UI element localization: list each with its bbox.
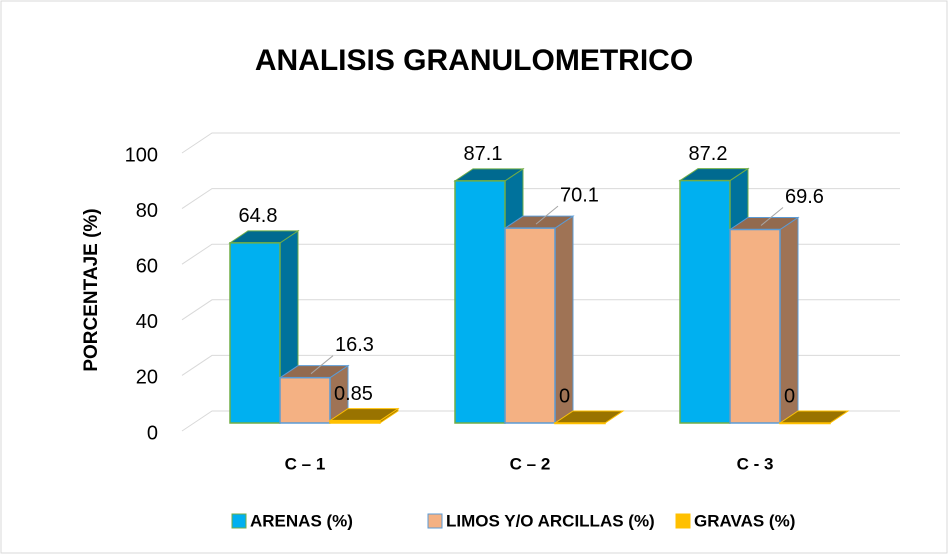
x-tick-label: C – 2 [510, 454, 551, 473]
grid-line [181, 132, 900, 154]
legend-label: GRAVAS (%) [694, 511, 795, 530]
legend-swatch [427, 513, 443, 529]
y-axis-label: PORCENTAJE (%) [81, 208, 102, 371]
data-label: 64.8 [239, 205, 278, 227]
legend-swatch [231, 513, 247, 529]
x-tick-label: C – 1 [285, 454, 326, 473]
grid-line [181, 410, 900, 432]
data-label: 0 [559, 385, 570, 407]
bar [329, 419, 381, 424]
data-label: 70.1 [560, 184, 599, 206]
y-tick-label: 100 [125, 144, 158, 166]
leader-line [760, 207, 784, 226]
leader-line [310, 355, 334, 375]
bar [779, 422, 831, 425]
grid-line [181, 299, 900, 321]
bar [454, 180, 506, 424]
y-tick-label: 40 [136, 311, 158, 333]
chart-title: ANALISIS GRANULOMETRICO [255, 44, 693, 77]
y-tick-label: 60 [136, 255, 158, 277]
grid-line [181, 188, 900, 210]
data-label: 0.85 [334, 383, 373, 405]
bar [504, 227, 556, 424]
data-label: 16.3 [335, 334, 374, 356]
bar [229, 242, 281, 424]
y-tick-label: 80 [136, 200, 158, 222]
data-label: 69.6 [785, 186, 824, 208]
data-label: 0 [784, 385, 795, 407]
grid-line [181, 354, 900, 376]
y-tick-label: 20 [136, 367, 158, 389]
data-label: 87.1 [464, 143, 503, 165]
y-tick-label: 0 [147, 422, 158, 444]
grid-line [181, 243, 900, 265]
data-label: 87.2 [689, 143, 728, 165]
x-tick-label: C - 3 [737, 454, 774, 473]
bar [729, 228, 781, 424]
bar [279, 376, 331, 424]
bar [554, 422, 606, 425]
legend-label: ARENAS (%) [250, 511, 353, 530]
legend-label: LIMOS Y/O ARCILLAS (%) [446, 511, 655, 530]
legend-swatch [675, 513, 691, 529]
leader-line [535, 205, 559, 225]
bar [679, 179, 731, 424]
